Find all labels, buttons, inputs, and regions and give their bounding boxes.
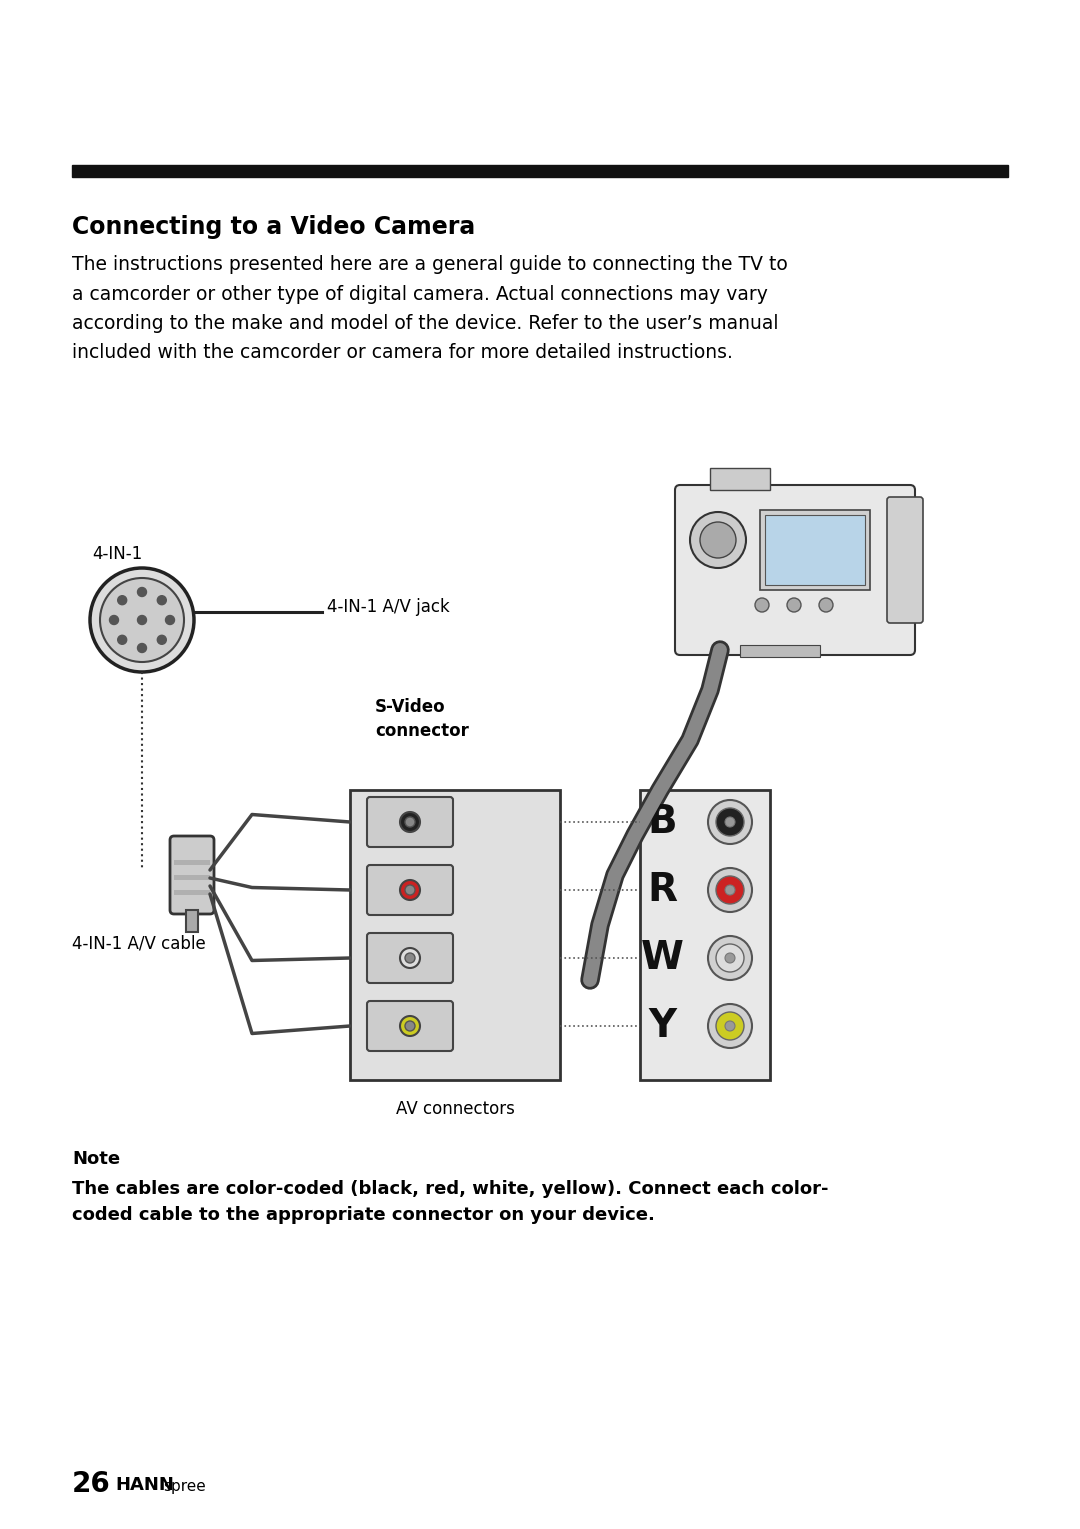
- Circle shape: [400, 1015, 420, 1037]
- Text: HANN: HANN: [114, 1475, 174, 1494]
- FancyBboxPatch shape: [887, 497, 923, 622]
- Circle shape: [100, 578, 184, 662]
- FancyBboxPatch shape: [170, 836, 214, 914]
- FancyBboxPatch shape: [367, 1001, 453, 1050]
- Circle shape: [158, 596, 166, 604]
- FancyBboxPatch shape: [367, 933, 453, 983]
- Circle shape: [118, 596, 126, 604]
- Text: 4-IN-1: 4-IN-1: [92, 544, 143, 563]
- FancyBboxPatch shape: [675, 485, 915, 654]
- Circle shape: [725, 1021, 735, 1031]
- Bar: [740, 645, 820, 657]
- Text: AV connectors: AV connectors: [395, 1099, 514, 1118]
- Circle shape: [716, 943, 744, 972]
- Circle shape: [137, 644, 147, 653]
- Circle shape: [755, 598, 769, 612]
- Circle shape: [708, 1005, 752, 1047]
- Circle shape: [716, 807, 744, 836]
- Text: 4-IN-1 A/V jack: 4-IN-1 A/V jack: [327, 598, 449, 616]
- Circle shape: [819, 598, 833, 612]
- Circle shape: [400, 948, 420, 968]
- Circle shape: [708, 936, 752, 980]
- Circle shape: [716, 1012, 744, 1040]
- Circle shape: [725, 816, 735, 827]
- Bar: [640, 790, 770, 1079]
- Circle shape: [137, 587, 147, 596]
- Text: The instructions presented here are a general guide to connecting the TV to
a ca: The instructions presented here are a ge…: [72, 255, 787, 362]
- Bar: [350, 790, 561, 1079]
- FancyBboxPatch shape: [367, 797, 453, 847]
- Bar: [710, 468, 770, 489]
- Bar: [186, 910, 198, 933]
- Text: The cables are color-coded (black, red, white, yellow). Connect each color-
code: The cables are color-coded (black, red, …: [72, 1180, 828, 1225]
- Text: spree: spree: [163, 1479, 206, 1494]
- Bar: [174, 859, 210, 865]
- Circle shape: [118, 635, 126, 644]
- Circle shape: [400, 812, 420, 832]
- Bar: [765, 515, 865, 586]
- Circle shape: [109, 616, 119, 624]
- Circle shape: [716, 876, 744, 904]
- Bar: [174, 890, 210, 894]
- Circle shape: [90, 567, 194, 673]
- Text: W: W: [640, 939, 684, 977]
- Text: Note: Note: [72, 1150, 120, 1168]
- Text: R: R: [647, 872, 677, 910]
- Circle shape: [725, 885, 735, 894]
- Circle shape: [405, 1021, 415, 1031]
- Circle shape: [137, 616, 147, 624]
- Bar: [72, 165, 1008, 177]
- Text: B: B: [647, 803, 677, 841]
- Text: Y: Y: [648, 1008, 676, 1044]
- Circle shape: [725, 953, 735, 963]
- Circle shape: [708, 868, 752, 911]
- Text: 4-IN-1 A/V cable: 4-IN-1 A/V cable: [72, 936, 206, 953]
- Text: Connecting to a Video Camera: Connecting to a Video Camera: [72, 216, 475, 239]
- FancyBboxPatch shape: [367, 865, 453, 914]
- Circle shape: [690, 512, 746, 567]
- Circle shape: [400, 881, 420, 901]
- Circle shape: [158, 635, 166, 644]
- Bar: [760, 511, 870, 590]
- Circle shape: [405, 885, 415, 894]
- Circle shape: [405, 953, 415, 963]
- Bar: [174, 875, 210, 881]
- Text: S-Video
connector: S-Video connector: [375, 699, 469, 740]
- Circle shape: [787, 598, 801, 612]
- Circle shape: [165, 616, 175, 624]
- Circle shape: [700, 521, 735, 558]
- Circle shape: [708, 800, 752, 844]
- Circle shape: [405, 816, 415, 827]
- Text: 26: 26: [72, 1469, 111, 1498]
